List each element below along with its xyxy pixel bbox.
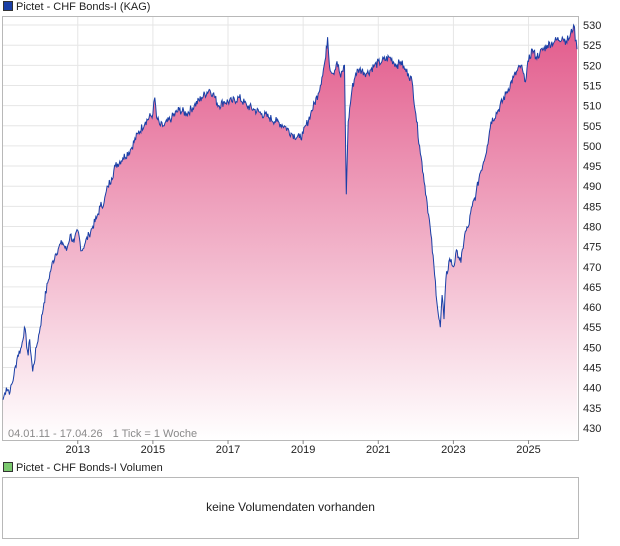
y-tick-label: 495 bbox=[583, 161, 601, 173]
y-tick-label: 470 bbox=[583, 262, 601, 274]
price-area bbox=[3, 25, 577, 440]
volume-legend: Pictet - CHF Bonds-I Volumen bbox=[3, 462, 163, 475]
y-tick-label: 485 bbox=[583, 201, 601, 213]
y-tick-label: 510 bbox=[583, 101, 601, 113]
y-tick-label: 445 bbox=[583, 362, 601, 374]
y-tick-label: 460 bbox=[583, 302, 601, 314]
price-legend-swatch bbox=[3, 1, 13, 11]
price-legend: Pictet - CHF Bonds-I (KAG) bbox=[3, 1, 150, 14]
y-tick-label: 500 bbox=[583, 141, 601, 153]
y-tick-label: 475 bbox=[583, 242, 601, 254]
y-tick-label: 530 bbox=[583, 20, 601, 32]
y-tick-label: 515 bbox=[583, 80, 601, 92]
y-tick-label: 450 bbox=[583, 342, 601, 354]
x-tick-label: 2015 bbox=[141, 444, 165, 456]
tick-info: 1 Tick = 1 Woche bbox=[112, 428, 198, 440]
y-tick-label: 490 bbox=[583, 181, 601, 193]
date-range: 04.01.11 - 17.04.26 bbox=[8, 428, 103, 440]
price-legend-label: Pictet - CHF Bonds-I (KAG) bbox=[16, 1, 151, 13]
y-tick-label: 455 bbox=[583, 322, 601, 334]
x-tick-label: 2025 bbox=[516, 444, 540, 456]
y-tick-label: 505 bbox=[583, 121, 601, 133]
price-line bbox=[2, 23, 578, 400]
y-tick-label: 525 bbox=[583, 40, 601, 52]
y-tick-label: 520 bbox=[583, 60, 601, 72]
x-tick-label: 2013 bbox=[66, 444, 90, 456]
x-tick-label: 2021 bbox=[366, 444, 390, 456]
no-volume-message: keine Volumendaten vorhanden bbox=[206, 500, 375, 514]
y-tick-label: 440 bbox=[583, 383, 601, 395]
x-tick-label: 2023 bbox=[441, 444, 465, 456]
y-tick-label: 480 bbox=[583, 221, 601, 233]
volume-legend-label: Pictet - CHF Bonds-I Volumen bbox=[16, 462, 163, 474]
volume-chart-panel: keine Volumendaten vorhanden bbox=[2, 477, 579, 539]
volume-legend-swatch bbox=[3, 462, 13, 472]
y-tick-label: 430 bbox=[583, 423, 601, 435]
x-tick-label: 2019 bbox=[291, 444, 315, 456]
x-tick-label: 2017 bbox=[216, 444, 240, 456]
y-tick-label: 435 bbox=[583, 403, 601, 415]
y-tick-label: 465 bbox=[583, 282, 601, 294]
chart-range-note: 04.01.11 - 17.04.26 1 Tick = 1 Woche bbox=[8, 428, 207, 440]
